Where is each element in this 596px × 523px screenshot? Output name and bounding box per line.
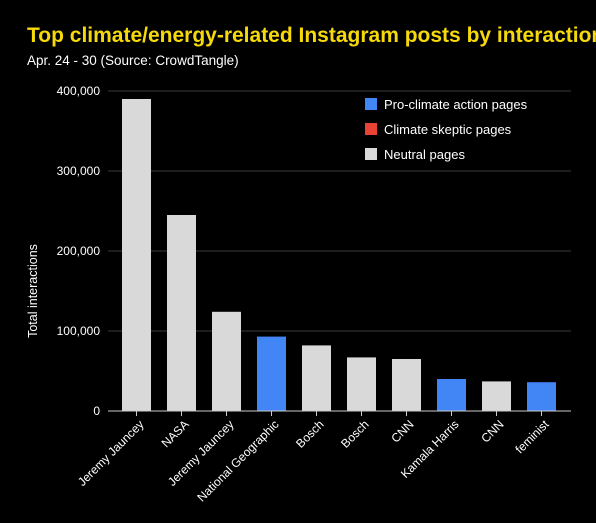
y-axis-label: Total interactions (26, 244, 40, 338)
x-tick-label: CNN (478, 417, 506, 445)
bar (257, 336, 286, 411)
x-tick-label: National Geographic (194, 417, 281, 504)
legend-swatch (365, 123, 377, 135)
legend-label: Climate skeptic pages (384, 122, 512, 137)
legend-swatch (365, 98, 377, 110)
bar (122, 99, 151, 411)
x-tick-label: Jeremy Jauncey (75, 417, 147, 489)
bar (482, 381, 511, 411)
y-tick-label: 100,000 (57, 324, 101, 338)
legend-label: Pro-climate action pages (384, 97, 528, 112)
bar (392, 359, 421, 411)
x-tick-label: feminist (512, 417, 552, 457)
y-tick-label: 300,000 (57, 164, 101, 178)
bar (212, 311, 241, 411)
x-tick-label: Bosch (338, 417, 371, 450)
chart-title: Top climate/energy-related Instagram pos… (27, 24, 596, 47)
y-tick-label: 0 (93, 404, 100, 418)
y-tick-label: 400,000 (57, 84, 101, 98)
x-tick-label: NASA (159, 417, 192, 450)
bar (167, 215, 196, 411)
bar (302, 345, 331, 411)
x-tick-label: CNN (388, 417, 416, 445)
legend-label: Neutral pages (384, 147, 465, 162)
x-tick-label: Bosch (293, 417, 326, 450)
y-tick-label: 200,000 (57, 244, 101, 258)
bar (347, 357, 376, 411)
chart-subtitle: Apr. 24 - 30 (Source: CrowdTangle) (27, 53, 239, 68)
legend-swatch (365, 148, 377, 160)
bar (527, 382, 556, 411)
bar (437, 379, 466, 411)
